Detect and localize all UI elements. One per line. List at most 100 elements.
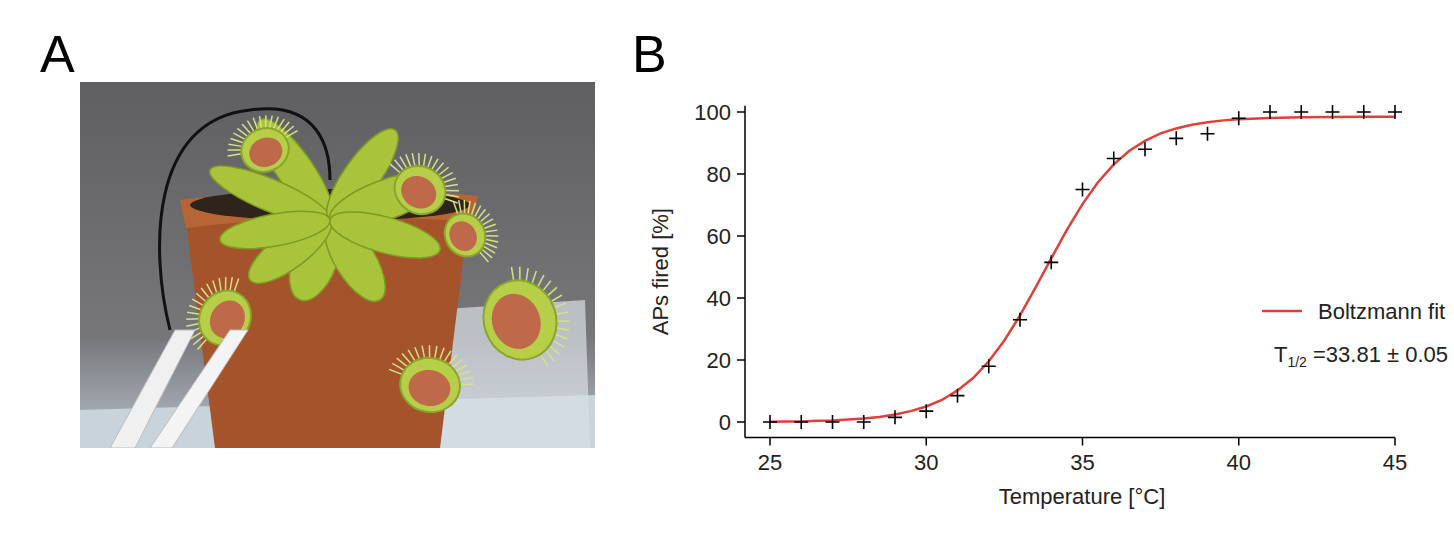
cilia <box>545 349 554 363</box>
legend-label: Boltzmann fit <box>1318 299 1445 324</box>
cilia <box>419 154 429 167</box>
cilia <box>522 268 532 281</box>
leaf <box>217 204 333 255</box>
cilia <box>540 353 547 367</box>
trap-lobe <box>396 353 464 417</box>
holder <box>150 330 248 448</box>
data-point <box>1326 105 1340 119</box>
cilia <box>406 350 416 361</box>
data-point <box>826 415 840 429</box>
y-tick-label: 20 <box>707 348 731 373</box>
data-point <box>1013 313 1027 327</box>
cilia <box>485 226 498 236</box>
figure: AB2530354045020406080100Temperature [°C]… <box>0 0 1454 548</box>
data-point <box>1107 152 1121 166</box>
plot-marks <box>763 105 1402 429</box>
cilia <box>232 278 241 291</box>
trap <box>383 339 479 420</box>
y-tick-label: 0 <box>719 410 731 435</box>
cilia <box>228 146 242 155</box>
x-axis <box>745 437 1395 439</box>
y-tick-label: 40 <box>707 286 731 311</box>
legend-swatch <box>1262 310 1302 313</box>
cilia <box>285 131 299 138</box>
cilia <box>228 151 242 158</box>
cilia <box>483 243 495 257</box>
data-point <box>982 359 996 373</box>
trap-inner <box>484 287 548 356</box>
cilia <box>392 363 406 370</box>
cilia <box>459 375 473 382</box>
cilia <box>214 278 226 291</box>
cilia <box>553 337 564 350</box>
cilia <box>426 156 434 168</box>
trap-lobe <box>235 121 295 178</box>
trap-lobe <box>437 206 493 264</box>
x-tick-label: 40 <box>1227 450 1251 475</box>
data-point <box>1201 127 1215 141</box>
cilia <box>554 303 566 307</box>
data-point <box>1044 255 1058 269</box>
x-tick <box>769 438 771 446</box>
cilia <box>555 331 567 343</box>
cilia <box>392 160 406 171</box>
data-point <box>951 389 965 403</box>
annotation: T1/2 =33.81 ± 0.05 <box>1274 342 1448 370</box>
cilia <box>189 303 201 311</box>
data-point <box>794 415 808 429</box>
cilia <box>528 271 539 284</box>
data-point <box>1357 105 1371 119</box>
cilia <box>482 247 493 261</box>
trap <box>430 188 510 275</box>
cilia <box>186 313 199 324</box>
photo-background <box>80 82 595 448</box>
cilia <box>187 308 200 318</box>
cilia <box>257 116 263 128</box>
y-tick <box>737 173 745 175</box>
cilia <box>449 354 458 366</box>
cilia <box>440 347 444 360</box>
cilia <box>270 117 282 129</box>
cilia <box>427 345 431 358</box>
photo <box>80 82 595 448</box>
cilia <box>432 159 438 170</box>
panel-label: A <box>40 25 75 83</box>
cilia <box>550 295 562 301</box>
trap-inner <box>245 133 286 172</box>
cilia <box>515 267 524 281</box>
cilia <box>484 222 496 230</box>
trap-inner <box>406 367 454 410</box>
data-point <box>857 415 871 429</box>
data-point <box>1232 111 1246 125</box>
cilia <box>556 310 568 316</box>
cilia <box>455 363 467 373</box>
cilia <box>274 119 287 130</box>
x-tick <box>926 438 928 446</box>
cilia <box>444 196 457 205</box>
trap <box>468 254 584 382</box>
cilia <box>192 299 203 305</box>
y-tick <box>737 111 745 113</box>
data-point <box>1263 105 1277 119</box>
cilia <box>482 219 493 225</box>
y-tick-label: 100 <box>694 100 731 125</box>
trap-lobe <box>386 157 454 224</box>
y-tick <box>737 421 745 423</box>
trap <box>218 105 307 183</box>
cilia <box>186 319 199 332</box>
cilia <box>261 115 269 128</box>
trap-inner <box>444 216 482 256</box>
y-tick <box>737 359 745 361</box>
cilia <box>509 267 516 281</box>
data-point <box>919 404 933 418</box>
cilia <box>247 120 253 132</box>
x-tick-label: 25 <box>758 450 782 475</box>
annotation-symbol: T <box>1274 342 1287 367</box>
x-tick-label: 35 <box>1070 450 1094 475</box>
cilia <box>435 346 437 358</box>
annotation-subscript: 1/2 <box>1287 354 1307 370</box>
cilia <box>413 153 424 166</box>
x-tick-label: 45 <box>1383 450 1407 475</box>
y-tick-label: 80 <box>707 162 731 187</box>
x-tick-label: 30 <box>914 450 938 475</box>
